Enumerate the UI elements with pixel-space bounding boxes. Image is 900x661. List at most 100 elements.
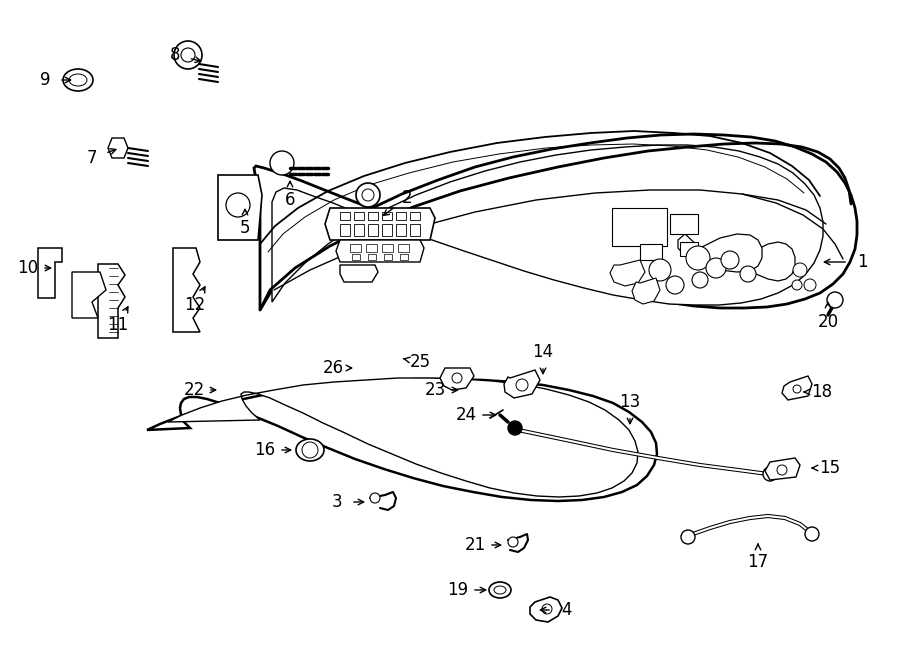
Ellipse shape (489, 582, 511, 598)
Text: 22: 22 (184, 381, 204, 399)
Circle shape (270, 151, 294, 175)
Ellipse shape (63, 69, 93, 91)
Bar (340, 212, 350, 220)
Text: 23: 23 (425, 381, 446, 399)
Circle shape (452, 373, 462, 383)
Polygon shape (610, 260, 645, 286)
Circle shape (793, 385, 801, 393)
Polygon shape (108, 138, 128, 158)
Circle shape (649, 259, 671, 281)
Bar (396, 224, 406, 236)
Circle shape (542, 604, 552, 614)
Circle shape (508, 421, 522, 435)
Text: 10: 10 (17, 259, 39, 277)
Bar (396, 212, 406, 220)
Text: 4: 4 (561, 601, 572, 619)
Circle shape (706, 258, 726, 278)
Bar (382, 212, 392, 220)
Polygon shape (340, 265, 378, 282)
Bar (354, 212, 364, 220)
Circle shape (686, 246, 710, 270)
Text: 19: 19 (447, 581, 469, 599)
Circle shape (792, 280, 802, 290)
Circle shape (777, 465, 787, 475)
Bar (350, 244, 361, 252)
Circle shape (805, 527, 819, 541)
Bar (680, 242, 698, 256)
Bar (382, 244, 393, 252)
Circle shape (516, 379, 528, 391)
Circle shape (174, 41, 202, 69)
Text: 21: 21 (464, 536, 486, 554)
Polygon shape (782, 376, 812, 400)
Polygon shape (168, 378, 638, 497)
Text: 8: 8 (170, 46, 180, 64)
Text: 9: 9 (40, 71, 50, 89)
Ellipse shape (69, 74, 87, 86)
Text: 15: 15 (819, 459, 841, 477)
Polygon shape (678, 234, 762, 272)
Circle shape (692, 272, 708, 288)
Polygon shape (765, 458, 800, 480)
Ellipse shape (494, 586, 506, 594)
Ellipse shape (296, 439, 324, 461)
Bar (398, 244, 409, 252)
Bar (384, 254, 392, 260)
Polygon shape (325, 208, 435, 240)
Bar (368, 254, 376, 260)
Text: 12: 12 (184, 296, 205, 314)
Circle shape (763, 467, 777, 481)
Text: 13: 13 (619, 393, 641, 411)
Polygon shape (98, 264, 125, 338)
Text: 1: 1 (857, 253, 868, 271)
Text: 3: 3 (332, 493, 342, 511)
Bar (612, 208, 667, 246)
Text: 20: 20 (817, 313, 839, 331)
Bar (368, 212, 378, 220)
Bar (670, 214, 698, 234)
Bar (382, 224, 392, 236)
Circle shape (793, 263, 807, 277)
Circle shape (356, 183, 380, 207)
Polygon shape (254, 134, 857, 310)
Text: 6: 6 (284, 191, 295, 209)
Circle shape (721, 251, 739, 269)
Text: 17: 17 (747, 553, 769, 571)
Circle shape (226, 193, 250, 217)
Bar (352, 254, 360, 260)
Polygon shape (632, 278, 660, 304)
Text: 14: 14 (533, 343, 554, 361)
Text: 11: 11 (107, 316, 129, 334)
Circle shape (666, 276, 684, 294)
Text: 16: 16 (255, 441, 275, 459)
Bar (400, 254, 408, 260)
Polygon shape (38, 248, 62, 298)
Circle shape (362, 189, 374, 201)
Circle shape (302, 442, 318, 458)
Bar (354, 224, 364, 236)
Circle shape (740, 266, 756, 282)
Bar (410, 212, 420, 220)
Polygon shape (440, 368, 474, 390)
Text: 25: 25 (410, 353, 430, 371)
Bar (340, 224, 350, 236)
Text: 7: 7 (86, 149, 97, 167)
Bar (368, 224, 378, 236)
Circle shape (681, 530, 695, 544)
Circle shape (181, 48, 195, 62)
Text: 18: 18 (812, 383, 833, 401)
Polygon shape (744, 242, 795, 281)
Text: 24: 24 (455, 406, 477, 424)
Circle shape (370, 493, 380, 503)
Circle shape (827, 292, 843, 308)
Polygon shape (147, 379, 657, 501)
Polygon shape (218, 175, 262, 240)
Circle shape (508, 537, 518, 547)
Polygon shape (272, 145, 823, 305)
Polygon shape (72, 272, 106, 318)
Bar (640, 244, 662, 260)
Text: 2: 2 (401, 189, 412, 207)
Polygon shape (530, 597, 562, 622)
Polygon shape (173, 248, 200, 332)
Polygon shape (504, 370, 540, 398)
